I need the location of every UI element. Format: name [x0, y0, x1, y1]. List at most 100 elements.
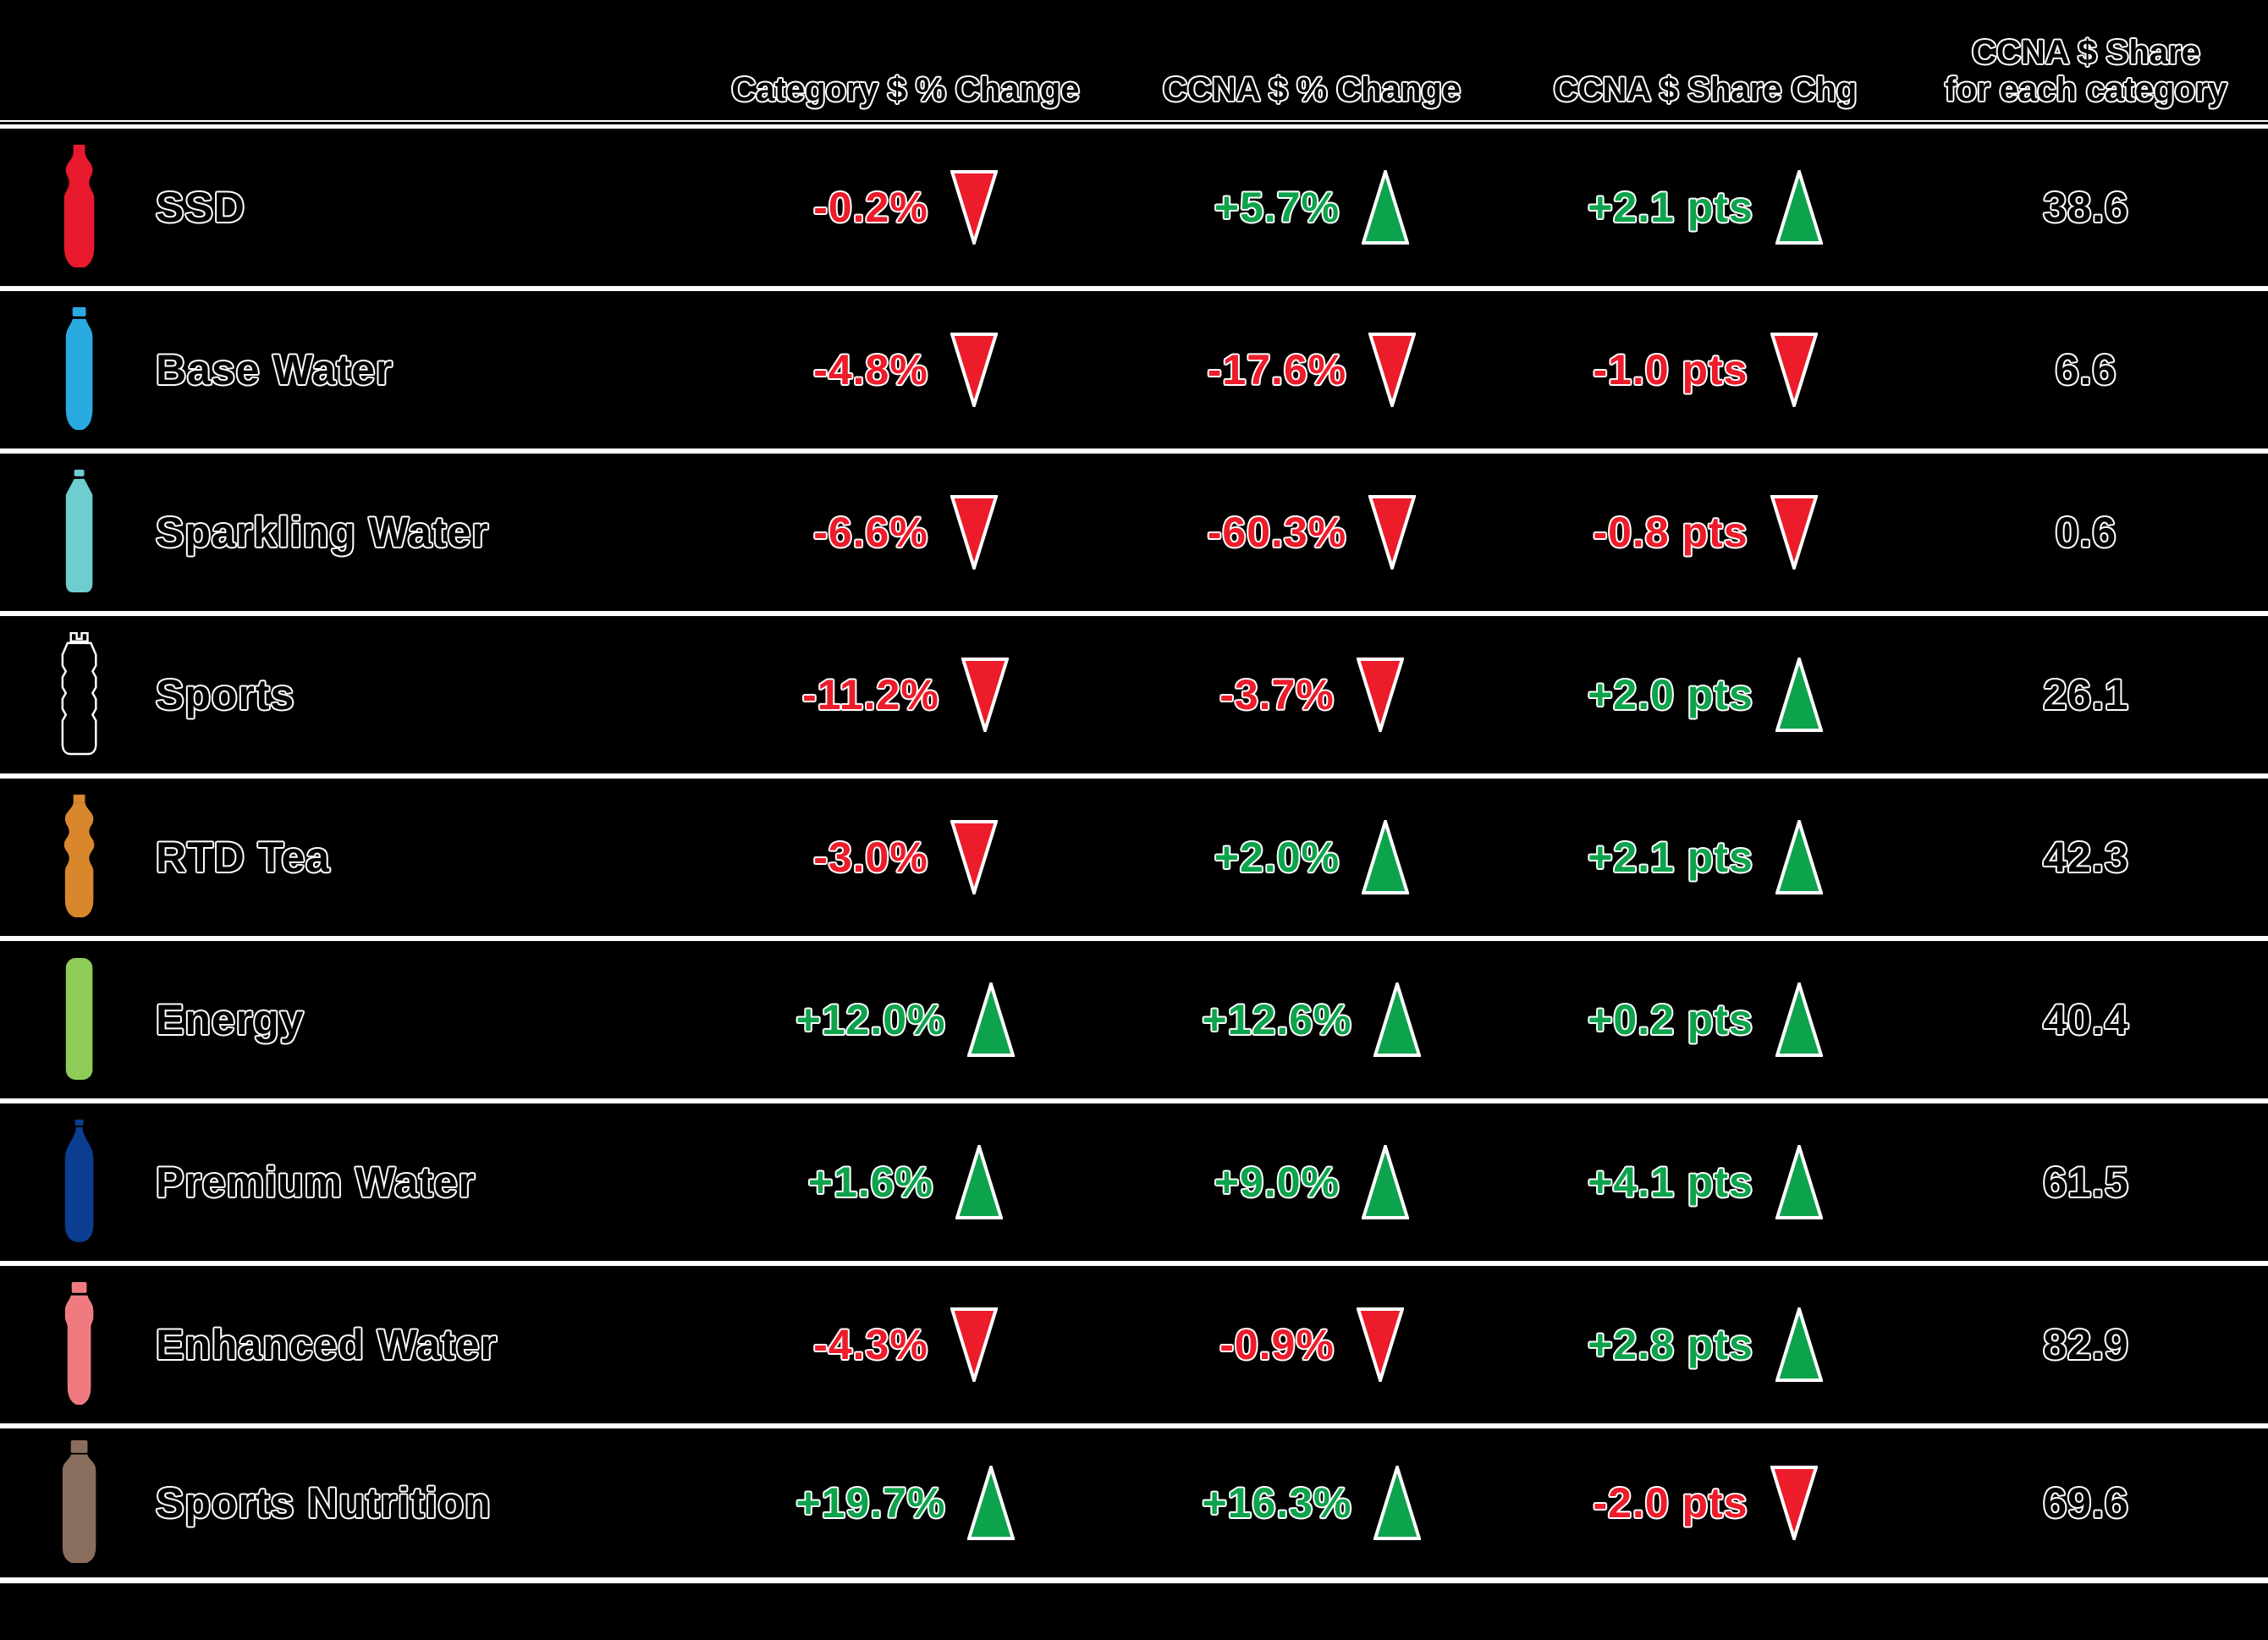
trend-up-icon — [1362, 170, 1410, 245]
table-body: SSD -0.2% +5.7% +2.1 pts 38.6 Base Water… — [0, 129, 2268, 1583]
category-change-value: -0.2% — [813, 184, 928, 231]
ccna-share-chg-cell: +0.2 pts — [1506, 982, 1904, 1057]
table-row: Sparkling Water -6.6% -60.3% -0.8 pts 0.… — [0, 454, 2268, 616]
ccna-change-cell: +12.6% — [1117, 982, 1506, 1057]
trend-down-icon — [1356, 658, 1404, 732]
table-row: Sports Nutrition +19.7% +16.3% -2.0 pts … — [0, 1428, 2268, 1583]
ccna-change-cell: +9.0% — [1117, 1145, 1506, 1219]
ccna-change-cell: +16.3% — [1117, 1466, 1506, 1540]
rtd-tea-bottle-icon — [54, 795, 144, 920]
ccna-change-value: +2.0% — [1214, 834, 1340, 881]
base-water-bottle-icon — [54, 307, 144, 432]
category-change-value: -4.3% — [813, 1321, 928, 1368]
ccna-share-chg-value: +0.2 pts — [1588, 996, 1753, 1043]
category-change-value: +12.0% — [795, 996, 946, 1043]
ccna-change-cell: -17.6% — [1117, 333, 1506, 407]
icon-cell — [0, 957, 144, 1082]
ccna-share-chg-cell: -0.8 pts — [1506, 495, 1904, 570]
table-row: Base Water -4.8% -17.6% -1.0 pts 6.6 — [0, 291, 2268, 454]
label-cell: Sports — [144, 670, 694, 719]
ccna-share-cell: 82.9 — [1904, 1320, 2268, 1369]
table-row: Premium Water +1.6% +9.0% +4.1 pts 61.5 — [0, 1103, 2268, 1266]
trend-up-icon — [967, 1466, 1016, 1540]
ccna-share-cell: 42.3 — [1904, 833, 2268, 882]
column-header-category-change: Category $ % Change — [731, 71, 1080, 108]
column-header-ccna-share-line1: CCNA $ Share — [1972, 34, 2200, 71]
trend-down-icon — [950, 495, 998, 570]
ccna-change-value: -3.7% — [1219, 671, 1335, 718]
category-label: Enhanced Water — [156, 1321, 498, 1368]
trend-down-icon — [950, 333, 998, 407]
ccna-share-value: 6.6 — [2055, 346, 2117, 393]
category-change-cell: -4.8% — [694, 333, 1117, 407]
category-label: Base Water — [156, 346, 394, 393]
table-row: RTD Tea -3.0% +2.0% +2.1 pts 42.3 — [0, 779, 2268, 941]
ccna-share-chg-cell: -2.0 pts — [1506, 1466, 1904, 1540]
ccna-share-value: 82.9 — [2043, 1321, 2129, 1368]
table-row: Energy +12.0% +12.6% +0.2 pts 40.4 — [0, 941, 2268, 1103]
ccna-change-cell: +2.0% — [1117, 820, 1506, 894]
category-change-value: +19.7% — [795, 1479, 946, 1527]
trend-up-icon — [1775, 820, 1823, 894]
ccna-share-cell: 0.6 — [1904, 508, 2268, 557]
ccna-change-cell: -0.9% — [1117, 1307, 1506, 1382]
icon-cell — [0, 795, 144, 920]
ccna-change-value: +9.0% — [1214, 1158, 1340, 1206]
ccna-change-value: +12.6% — [1202, 996, 1352, 1043]
label-cell: Enhanced Water — [144, 1320, 694, 1369]
label-cell: Premium Water — [144, 1158, 694, 1207]
label-cell: Sports Nutrition — [144, 1478, 694, 1527]
ccna-share-chg-cell: +4.1 pts — [1506, 1145, 1904, 1219]
ccna-share-value: 40.4 — [2043, 996, 2129, 1043]
category-label: SSD — [156, 184, 245, 231]
trend-down-icon — [1770, 1466, 1818, 1540]
trend-up-icon — [1775, 1307, 1823, 1382]
ccna-share-chg-value: +2.8 pts — [1588, 1321, 1753, 1368]
table-row: SSD -0.2% +5.7% +2.1 pts 38.6 — [0, 129, 2268, 291]
ccna-share-chg-value: +4.1 pts — [1588, 1158, 1753, 1206]
trend-down-icon — [950, 820, 998, 894]
ccna-change-value: -60.3% — [1207, 509, 1347, 556]
category-label: Sparkling Water — [156, 509, 489, 556]
category-change-cell: +19.7% — [694, 1466, 1117, 1540]
category-change-cell: -0.2% — [694, 170, 1117, 245]
ccna-share-cell: 38.6 — [1904, 183, 2268, 232]
trend-up-icon — [1373, 1466, 1422, 1540]
category-change-cell: -6.6% — [694, 495, 1117, 570]
table-header-row: Category $ % Change CCNA $ % Change CCNA… — [0, 0, 2268, 120]
label-cell: RTD Tea — [144, 833, 694, 882]
ccna-share-chg-value: -0.8 pts — [1593, 509, 1748, 556]
energy-can-icon — [54, 957, 144, 1082]
category-change-value: +1.6% — [807, 1158, 934, 1206]
ccna-share-value: 61.5 — [2043, 1158, 2129, 1206]
ccna-share-value: 38.6 — [2043, 184, 2129, 231]
ccna-share-chg-value: +2.1 pts — [1588, 184, 1753, 231]
trend-down-icon — [1368, 333, 1417, 407]
trend-up-icon — [1775, 658, 1823, 732]
category-change-cell: +12.0% — [694, 982, 1117, 1057]
icon-cell — [0, 470, 144, 595]
premium-water-bottle-icon — [54, 1120, 144, 1245]
ccna-change-value: -0.9% — [1219, 1321, 1335, 1368]
trend-up-icon — [1362, 820, 1410, 894]
category-label: Sports — [156, 671, 295, 718]
category-label: Sports Nutrition — [156, 1479, 492, 1527]
trend-up-icon — [1775, 170, 1823, 245]
label-cell: Energy — [144, 995, 694, 1044]
icon-cell — [0, 1440, 144, 1566]
ccna-share-chg-cell: -1.0 pts — [1506, 333, 1904, 407]
trend-down-icon — [950, 1307, 998, 1382]
sparkling-water-bottle-icon — [54, 470, 144, 595]
ccna-share-cell: 6.6 — [1904, 345, 2268, 394]
ccna-share-chg-value: +2.0 pts — [1588, 671, 1753, 718]
ccna-change-value: -17.6% — [1207, 346, 1347, 393]
ccna-change-value: +5.7% — [1214, 184, 1340, 231]
ccna-share-value: 26.1 — [2043, 671, 2129, 718]
ccna-share-cell: 61.5 — [1904, 1158, 2268, 1207]
category-change-value: -3.0% — [813, 834, 928, 881]
trend-up-icon — [1775, 1145, 1823, 1219]
category-change-cell: -4.3% — [694, 1307, 1117, 1382]
trend-down-icon — [1368, 495, 1417, 570]
category-label: Energy — [156, 996, 305, 1043]
